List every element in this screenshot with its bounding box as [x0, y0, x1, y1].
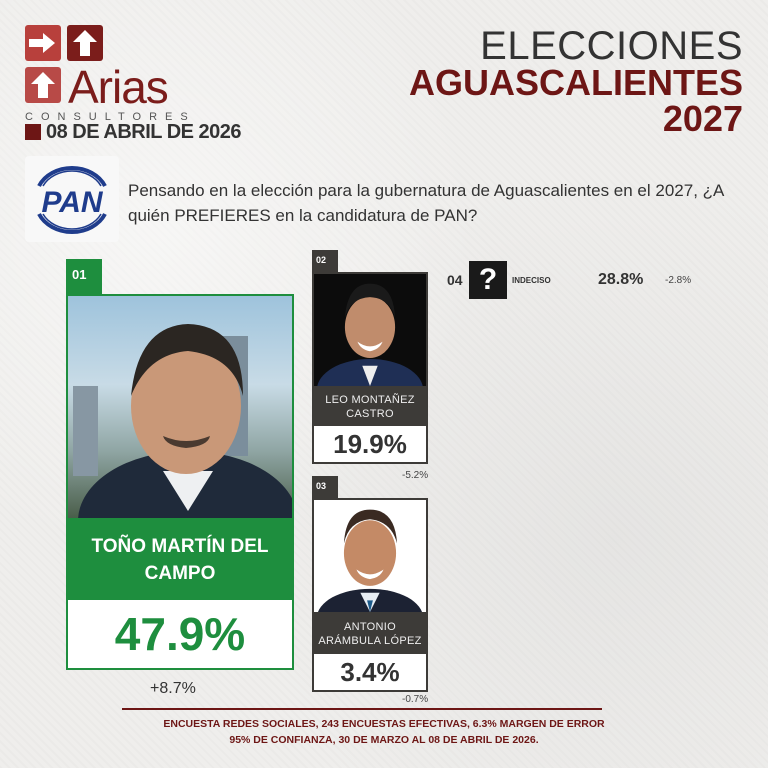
- pan-logo: PAN: [25, 156, 119, 242]
- candidate-photo: [312, 272, 428, 388]
- svg-text:PAN: PAN: [41, 186, 103, 219]
- candidate-percent: 47.9%: [66, 600, 294, 670]
- rank-badge: 03: [312, 476, 338, 498]
- question-mark-icon: ?: [469, 261, 507, 299]
- rank-badge: 01: [66, 259, 102, 294]
- arrow-up-icon: [25, 67, 61, 103]
- arrow-right-icon: [25, 25, 61, 61]
- candidate-name: TOÑO MARTÍN DEL CAMPO: [66, 520, 294, 600]
- candidate-photo: [66, 294, 294, 520]
- title-line-2: AGUASCALIENTES: [408, 62, 743, 103]
- candidate-percent: 3.4%: [312, 654, 428, 692]
- arrow-up-icon: [67, 25, 103, 61]
- brand-name: Arias: [68, 61, 169, 113]
- candidate-change: -0.7%: [402, 694, 429, 705]
- undecided-percent: 28.8%: [598, 271, 644, 288]
- rank-badge: 04: [447, 272, 463, 288]
- undecided-change: -2.8%: [665, 275, 692, 286]
- date-marker: [25, 124, 41, 140]
- methodology-line-2: 95% DE CONFIANZA, 30 DE MARZO AL 08 DE A…: [229, 734, 539, 746]
- candidate-photo: [312, 498, 428, 614]
- rank-badge: 02: [312, 250, 338, 272]
- candidate-name: LEO MONTAÑEZ CASTRO: [312, 388, 428, 426]
- title-line-1: ELECCIONES: [480, 24, 743, 68]
- candidate-change: -5.2%: [402, 470, 429, 481]
- methodology-line-1: ENCUESTA REDES SOCIALES, 243 ENCUESTAS E…: [163, 718, 605, 730]
- candidate-change: +8.7%: [150, 680, 196, 697]
- publish-date: 08 DE ABRIL DE 2026: [46, 121, 242, 143]
- methodology-note: ENCUESTA REDES SOCIALES, 243 ENCUESTAS E…: [100, 716, 668, 748]
- candidate-percent: 19.9%: [312, 426, 428, 464]
- footer-divider: [122, 708, 602, 710]
- survey-question: Pensando en la elección para la gubernat…: [128, 181, 724, 225]
- undecided-label: INDECISO: [512, 276, 551, 285]
- title-line-3: 2027: [662, 98, 743, 139]
- candidate-name: ANTONIO ARÁMBULA LÓPEZ: [312, 614, 428, 654]
- brand-subtitle: CONSULTORES: [25, 111, 196, 123]
